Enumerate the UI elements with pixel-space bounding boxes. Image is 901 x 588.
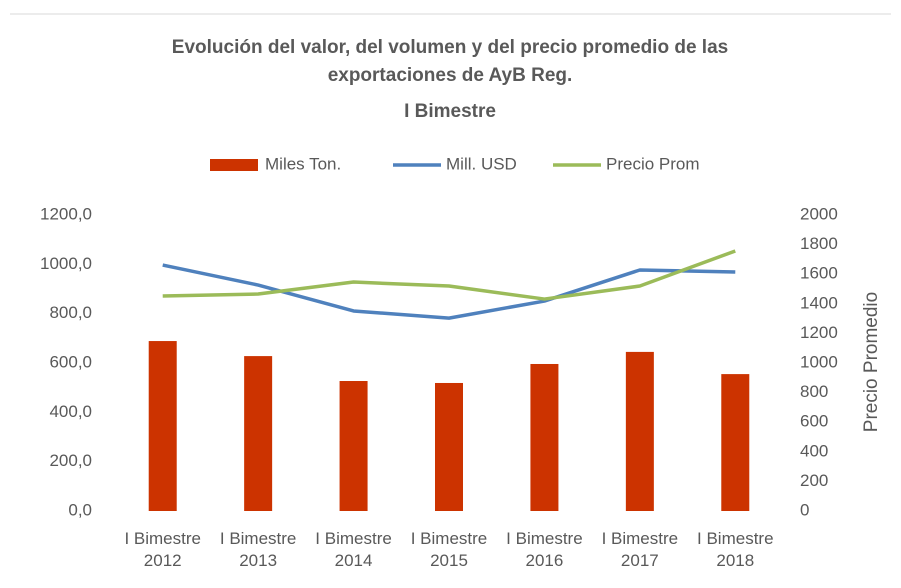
- line: [162, 249, 736, 301]
- bar: [339, 381, 368, 511]
- y-tick-label: 200,0: [49, 451, 92, 470]
- y2-tick-label: 1400: [800, 293, 838, 312]
- y-tick-label: 1000,0: [40, 254, 92, 273]
- y2-tick-label: 1800: [800, 234, 838, 253]
- legend-label: Mill. USD: [446, 154, 517, 173]
- y2-tick-label: 1600: [800, 264, 838, 283]
- y2-tick-label: 2000: [800, 204, 838, 223]
- y2-tick-label: 0: [800, 500, 809, 519]
- y2-tick-label: 800: [800, 382, 828, 401]
- bar: [244, 356, 273, 511]
- y-tick-label: 0,0: [68, 500, 92, 519]
- y-tick-label: 400,0: [49, 402, 92, 421]
- bar: [530, 363, 559, 511]
- y2-axis-label: Precio Promedio: [861, 292, 882, 432]
- legend-label: Miles Ton.: [265, 154, 341, 173]
- chart-subtitle: I Bimestre: [404, 101, 496, 122]
- x-tick-label: I Bimestre 2016: [506, 529, 583, 570]
- y2-tick-label: 1200: [800, 323, 838, 342]
- line: [162, 263, 736, 320]
- bar: [148, 341, 177, 511]
- y-tick-label: 800,0: [49, 303, 92, 322]
- y2-tick-label: 600: [800, 412, 828, 431]
- bar: [435, 382, 463, 511]
- x-tick-label: I Bimestre 2017: [601, 529, 679, 570]
- y-tick-label: 1200,0: [40, 204, 92, 223]
- x-tick-label: I Bimestre 2012: [124, 529, 201, 570]
- y2-tick-label: 1000: [800, 352, 838, 371]
- y-tick-label: 600,0: [49, 352, 92, 371]
- x-tick-label: I Bimestre 2018: [697, 529, 774, 570]
- chart-title: Evolución del valor, del volumen y del p…: [171, 37, 729, 86]
- x-tick-label: I Bimestre 2015: [410, 529, 488, 570]
- y2-tick-label: 200: [800, 471, 828, 490]
- y2-tick-label: 400: [800, 441, 828, 460]
- x-tick-label: I Bimestre 2013: [219, 529, 297, 570]
- bar: [625, 351, 654, 511]
- x-tick-label: I Bimestre 2014: [315, 529, 392, 570]
- legend-label: Precio Prom: [606, 154, 700, 173]
- bar: [721, 374, 750, 511]
- legend-swatch: [210, 159, 258, 171]
